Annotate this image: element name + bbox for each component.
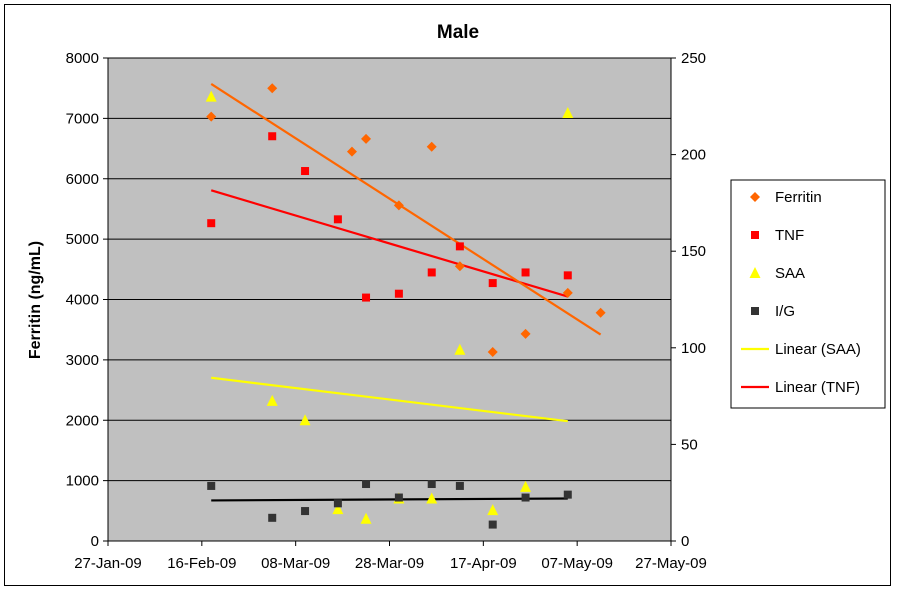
x-tick-label: 16-Feb-09 <box>167 555 236 572</box>
y-tick-label-left: 0 <box>91 533 99 550</box>
point-i-g <box>207 481 216 490</box>
point-ferritin <box>520 328 531 339</box>
point-tnf <box>563 271 572 280</box>
point-saa <box>487 504 499 516</box>
y-tick-label-right: 200 <box>681 147 706 164</box>
y-tick-label-left: 5000 <box>66 231 99 248</box>
point-ferritin <box>346 146 357 157</box>
y-axis-label-left: Ferritin (ng/mL) <box>27 241 44 359</box>
legend-marker <box>749 267 761 278</box>
point-ferritin <box>562 287 573 298</box>
point-tnf <box>207 219 216 228</box>
point-i-g <box>394 493 403 502</box>
point-tnf <box>301 167 310 176</box>
point-i-g <box>563 490 572 499</box>
point-i-g <box>268 513 277 522</box>
point-saa <box>520 480 532 492</box>
x-tick-label: 28-Mar-09 <box>355 555 424 572</box>
point-ferritin <box>361 133 372 144</box>
data-points <box>205 83 606 529</box>
legend-marker <box>751 231 759 239</box>
gridlines <box>108 57 671 482</box>
y-tick-label-left: 2000 <box>66 412 99 429</box>
legend-label: Linear (SAA) <box>775 341 861 358</box>
legend-label: Ferritin <box>775 189 822 206</box>
trendline <box>211 497 568 502</box>
y-tick-label-left: 6000 <box>66 171 99 188</box>
y-tick-label-right: 100 <box>681 340 706 357</box>
point-ferritin <box>595 307 606 318</box>
point-i-g <box>455 481 464 490</box>
point-i-g <box>521 493 530 502</box>
y-tick-label-right: 50 <box>681 436 698 453</box>
x-tick-label: 17-Apr-09 <box>450 555 517 572</box>
point-saa <box>266 394 278 406</box>
legend: Ferritin TNF SAA I/G Linear (SAA) Linear (TNF… <box>730 179 886 409</box>
point-saa <box>426 492 438 504</box>
point-i-g <box>488 520 497 529</box>
legend-label: SAA <box>775 265 805 282</box>
y-tick-label-left: 3000 <box>66 352 99 369</box>
point-ferritin <box>393 200 404 211</box>
point-ferritin <box>487 347 498 358</box>
point-ferritin <box>206 111 217 122</box>
y-tick-label-right: 150 <box>681 243 706 260</box>
point-ferritin <box>267 83 278 94</box>
point-i-g <box>362 480 371 489</box>
point-tnf <box>394 289 403 298</box>
y-tick-label-left: 8000 <box>66 50 99 67</box>
point-ferritin <box>426 141 437 152</box>
point-saa <box>360 512 372 524</box>
point-saa <box>299 414 311 426</box>
point-saa <box>454 343 466 355</box>
x-tick-label: 27-May-09 <box>635 555 707 572</box>
point-i-g <box>301 507 310 516</box>
legend-marker <box>751 307 759 315</box>
legend-marker <box>750 192 760 202</box>
point-tnf <box>488 279 497 288</box>
axes: 0 1000 2000 3000 4000 5000 6000 7000 8000 0 50 100 1… <box>66 50 707 572</box>
trendlines <box>210 83 602 502</box>
legend-label: Linear (TNF) <box>775 379 860 396</box>
point-i-g <box>333 499 342 508</box>
point-tnf <box>268 132 277 141</box>
point-tnf <box>455 242 464 251</box>
point-tnf <box>427 268 436 277</box>
trendline <box>211 376 568 423</box>
y-tick-label-left: 7000 <box>66 110 99 127</box>
chart-title: Male <box>437 22 479 43</box>
point-saa <box>205 90 217 102</box>
point-saa <box>332 503 344 515</box>
x-tick-label: 07-May-09 <box>541 555 613 572</box>
point-tnf <box>333 215 342 224</box>
legend-label: I/G <box>775 303 795 320</box>
y-tick-label-left: 1000 <box>66 473 99 490</box>
y-tick-label-right: 250 <box>681 50 706 67</box>
point-ferritin <box>454 261 465 272</box>
point-i-g <box>427 480 436 489</box>
point-tnf <box>362 293 371 302</box>
x-tick-label: 27-Jan-09 <box>74 555 142 572</box>
point-saa <box>562 107 574 119</box>
trendline <box>210 83 602 336</box>
y-tick-label-left: 4000 <box>66 292 99 309</box>
legend-label: TNF <box>775 227 804 244</box>
y-tick-label-right: 0 <box>681 533 689 550</box>
x-tick-label: 08-Mar-09 <box>261 555 330 572</box>
legend-box <box>730 179 886 409</box>
point-tnf <box>521 268 530 277</box>
trendline <box>210 189 569 298</box>
